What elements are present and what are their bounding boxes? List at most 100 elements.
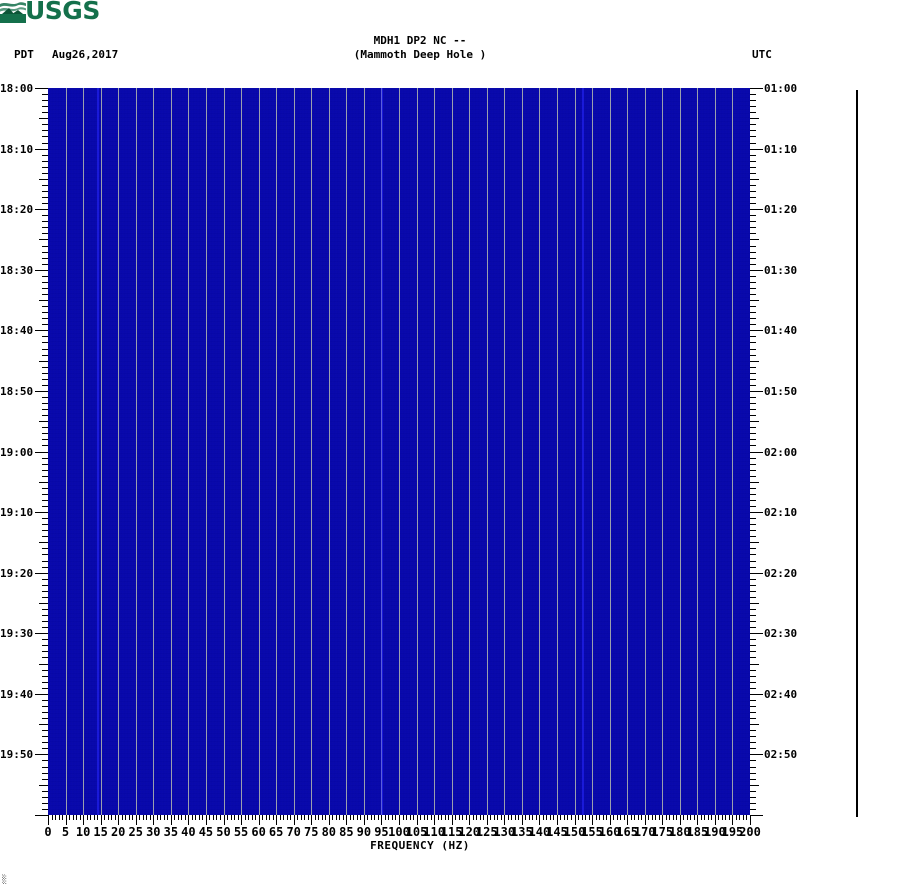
time-tick (35, 209, 48, 211)
frequency-gridline (66, 88, 67, 815)
time-tick (750, 554, 756, 556)
frequency-tick (227, 815, 228, 820)
frequency-tick (462, 815, 464, 820)
frequency-label: 10 (75, 825, 91, 839)
frequency-tick (318, 815, 320, 820)
time-tick (750, 342, 756, 344)
frequency-gridline (276, 88, 277, 815)
frequency-tick (585, 815, 587, 820)
time-label-pdt: 18:30 (0, 263, 34, 277)
frequency-tick (532, 815, 534, 820)
frequency-tick (198, 815, 200, 820)
time-label-pdt: 18:20 (0, 203, 34, 217)
frequency-label: 185 (686, 825, 709, 839)
frequency-tick (314, 815, 316, 820)
time-tick (42, 578, 48, 580)
time-tick (42, 766, 48, 768)
time-tick (750, 693, 763, 695)
time-tick (750, 724, 759, 726)
time-tick (750, 215, 756, 217)
frequency-tick (86, 815, 88, 820)
time-tick (750, 602, 759, 604)
spectral-band (582, 88, 584, 815)
frequency-gridline (645, 88, 646, 815)
time-tick (750, 705, 756, 707)
frequency-tick (237, 815, 239, 820)
frequency-tick (156, 815, 158, 820)
time-tick (42, 627, 48, 629)
time-tick (750, 433, 756, 435)
frequency-tick (721, 815, 723, 820)
time-axis-left-pdt (34, 88, 48, 816)
frequency-tick (728, 815, 730, 820)
frequency-tick (188, 815, 190, 825)
time-tick (42, 190, 48, 192)
frequency-tick (539, 815, 541, 825)
time-tick (750, 633, 763, 635)
frequency-tick (665, 815, 667, 820)
time-tick (750, 469, 756, 471)
time-tick (750, 808, 756, 810)
time-tick (750, 221, 756, 223)
time-label-pdt: 19:00 (0, 445, 34, 459)
frequency-tick (307, 815, 309, 820)
frequency-tick (500, 815, 502, 820)
time-tick (750, 778, 756, 780)
time-tick (750, 160, 756, 162)
time-tick (750, 663, 759, 665)
frequency-tick (212, 815, 214, 820)
spectrogram-canvas[interactable] (48, 88, 750, 815)
time-tick (750, 657, 756, 659)
usgs-wordmark: USGS (25, 0, 100, 25)
time-tick (42, 112, 48, 114)
time-tick (42, 524, 48, 526)
frequency-label: 15 (93, 825, 108, 839)
time-tick (42, 802, 48, 804)
time-tick (39, 663, 48, 665)
frequency-tick (146, 815, 148, 820)
frequency-label: 155 (581, 825, 603, 839)
frequency-tick (574, 815, 576, 825)
time-tick (42, 536, 48, 538)
time-label-pdt: 19:30 (0, 627, 34, 641)
time-tick (35, 451, 48, 453)
frequency-tick (269, 815, 271, 820)
time-tick (750, 118, 759, 120)
frequency-tick (742, 815, 744, 820)
time-tick (42, 554, 48, 556)
time-tick (750, 754, 763, 756)
frequency-tick (714, 815, 716, 825)
frequency-gridline (171, 88, 172, 815)
time-tick (42, 639, 48, 641)
frequency-tick (111, 815, 113, 820)
time-tick (42, 251, 48, 253)
frequency-tick (195, 815, 197, 820)
time-tick (750, 233, 756, 235)
spectral-band (381, 88, 383, 815)
spectrogram-plot[interactable] (48, 88, 750, 815)
time-tick (42, 160, 48, 162)
frequency-label: 20 (110, 825, 126, 839)
frequency-label: 50 (216, 825, 231, 839)
time-label-utc: 02:40 (764, 687, 798, 701)
frequency-tick (641, 815, 643, 820)
frequency-tick (420, 815, 422, 820)
frequency-tick (556, 815, 558, 825)
time-tick (42, 154, 48, 156)
frequency-label: 90 (356, 825, 372, 839)
time-tick (42, 584, 48, 586)
frequency-tick (648, 815, 650, 820)
frequency-tick (578, 815, 579, 820)
frequency-tick (637, 815, 639, 820)
frequency-tick (377, 815, 379, 820)
time-tick (750, 609, 756, 611)
frequency-tick (739, 815, 741, 820)
time-tick (750, 287, 756, 289)
frequency-tick (335, 815, 337, 820)
time-tick (750, 112, 756, 114)
page-title: MDH1 DP2 NC -- (373, 34, 467, 47)
time-label-pdt: 19:20 (0, 566, 34, 580)
frequency-tick (483, 815, 485, 820)
time-tick (750, 366, 756, 368)
time-axis-right-utc (750, 88, 764, 816)
